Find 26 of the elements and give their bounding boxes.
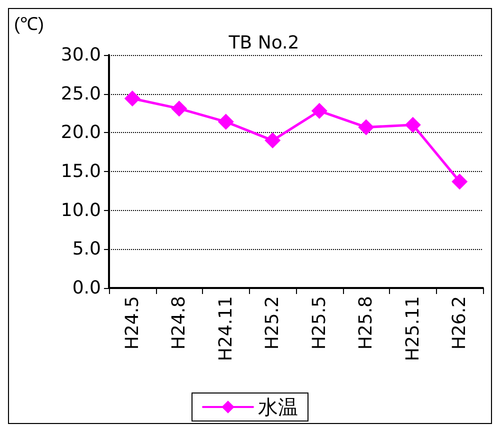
y-tick-label: 20.0 (60, 122, 101, 144)
point (124, 90, 140, 106)
point (452, 174, 468, 190)
x-tick-label: H26.2 (449, 296, 470, 350)
x-tick-label: H24.5 (122, 296, 143, 350)
x-tick-label: H24.8 (168, 296, 190, 350)
y-tick-label: 15.0 (60, 161, 101, 182)
y-tick-label: 25.0 (60, 83, 101, 104)
y-tick-label: 0.0 (72, 278, 101, 298)
x-tick-label: H24.11 (215, 296, 236, 362)
y-tick-label: 10.0 (60, 200, 101, 221)
x-tick-label: H25.5 (308, 296, 330, 350)
point (171, 100, 188, 117)
y-axis-title: (℃) (14, 14, 44, 34)
x-tick-label: H25.8 (356, 296, 377, 350)
point (264, 132, 281, 148)
point (311, 102, 328, 119)
point (358, 119, 374, 136)
x-tick-label: H25.2 (262, 296, 284, 350)
point (218, 114, 234, 130)
y-tick-label: 30.0 (60, 44, 101, 66)
chart-title: TB No.2 (228, 32, 300, 54)
point (404, 116, 421, 133)
legend-label: 水温 (258, 395, 298, 419)
x-tick-label: H25.11 (402, 296, 424, 362)
y-tick-label: 5.0 (72, 238, 101, 260)
